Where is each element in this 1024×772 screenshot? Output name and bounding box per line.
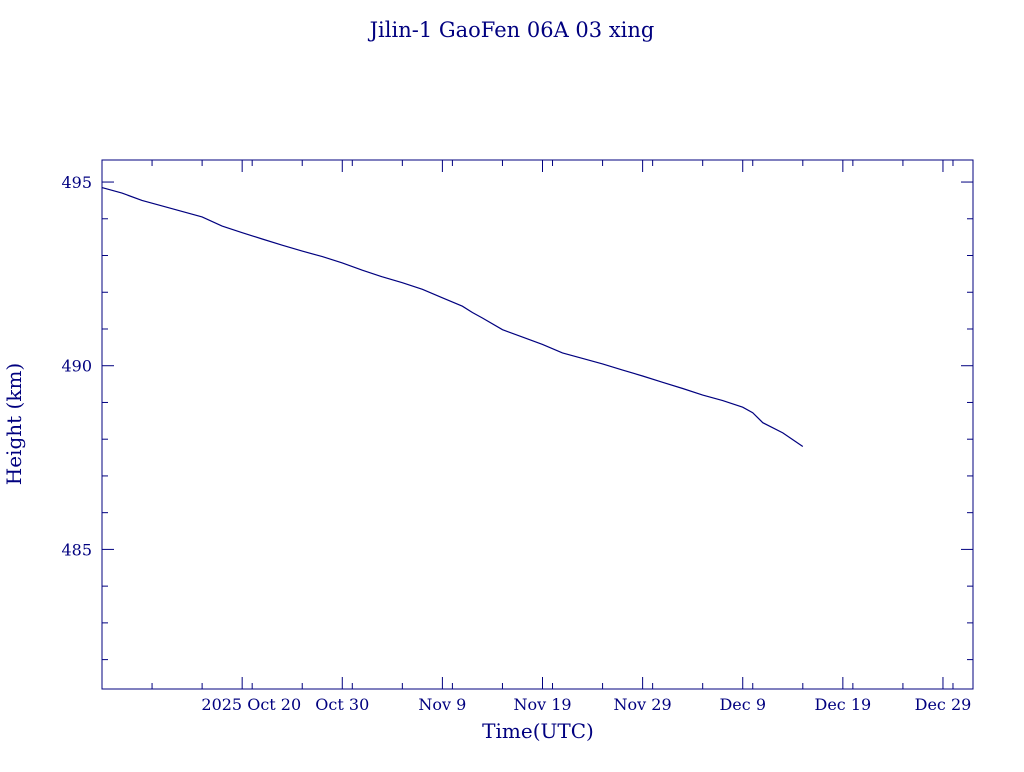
y-tick-label: 485 <box>61 540 92 559</box>
x-tick-label: Nov 19 <box>513 695 571 714</box>
x-tick-label: Dec 19 <box>814 695 871 714</box>
plot-frame <box>101 159 974 690</box>
x-tick-label: Dec 29 <box>915 695 972 714</box>
y-tick-label: 495 <box>61 173 92 192</box>
axis-tick-labels: 485 490 495 2025 Oct 20 Oct 30 Nov 9 Nov 19 Nov… <box>61 173 971 714</box>
x-tick-label: Dec 9 <box>719 695 766 714</box>
series-layer <box>101 187 804 447</box>
x-axis-label: Time(UTC) <box>482 719 594 743</box>
x-tick-label: Nov 9 <box>418 695 466 714</box>
x-tick-label: Nov 29 <box>614 695 672 714</box>
axis-ticks <box>101 160 973 689</box>
height-series-line <box>101 187 804 447</box>
y-tick-label: 490 <box>61 357 92 376</box>
x-tick-label: Oct 30 <box>315 695 369 714</box>
x-tick-label: 2025 Oct 20 <box>201 695 301 714</box>
y-axis-label: Height (km) <box>2 363 26 485</box>
chart-title: Jilin-1 GaoFen 06A 03 xing <box>368 18 655 42</box>
